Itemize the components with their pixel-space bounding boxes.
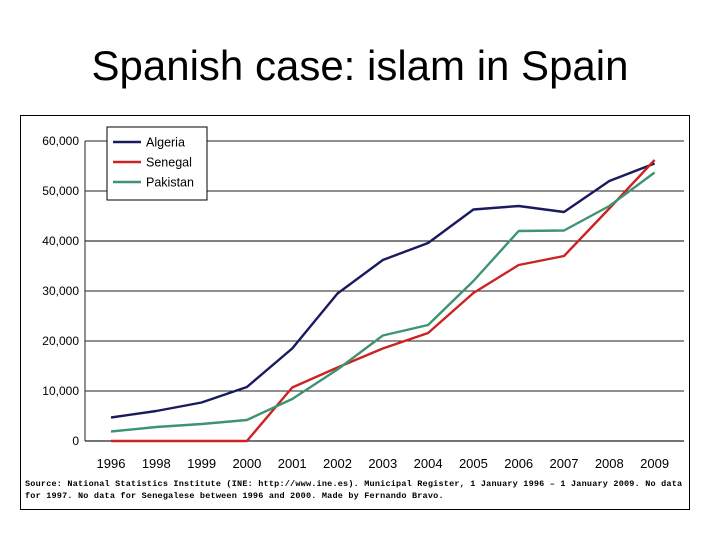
source-note: Source: National Statistics Institute (I… (25, 479, 683, 501)
line-chart: 0 10,000 20,000 30,000 40,000 50,000 60,000 199… (42, 126, 684, 471)
x-tick-label: 1999 (187, 456, 216, 471)
x-tick-label: 2007 (550, 456, 579, 471)
x-tick-label: 2000 (232, 456, 261, 471)
y-tick-label: 10,000 (42, 384, 79, 398)
x-tick-label: 2003 (368, 456, 397, 471)
x-tick-label: 2009 (640, 456, 669, 471)
x-tick-label: 2005 (459, 456, 488, 471)
legend-box (106, 126, 208, 201)
x-tick-label: 2008 (595, 456, 624, 471)
x-tick-label: 1998 (142, 456, 171, 471)
y-tick-label: 50,000 (42, 184, 79, 198)
y-tick-label: 40,000 (42, 234, 79, 248)
x-tick-label: 2004 (414, 456, 443, 471)
y-tick-label: 0 (72, 434, 79, 448)
x-tick-label: 2006 (504, 456, 533, 471)
legend-label-senegal: Senegal (146, 156, 192, 170)
x-tick-label: 2001 (278, 456, 307, 471)
y-tick-label: 60,000 (42, 134, 79, 148)
x-tick-label: 2002 (323, 456, 352, 471)
y-tick-label: 30,000 (42, 284, 79, 298)
series-line-senegal (111, 159, 656, 443)
chart-figure: 0 10,000 20,000 30,000 40,000 50,000 60,000 199… (20, 115, 690, 510)
series-line-pakistan (110, 171, 656, 433)
legend-label-algeria: Algeria (146, 136, 185, 150)
series-line-algeria (110, 162, 656, 419)
x-tick-label: 1996 (97, 456, 126, 471)
slide-title: Spanish case: islam in Spain (91, 42, 629, 89)
y-tick-label: 20,000 (42, 334, 79, 348)
legend-label-pakistan: Pakistan (146, 176, 194, 190)
